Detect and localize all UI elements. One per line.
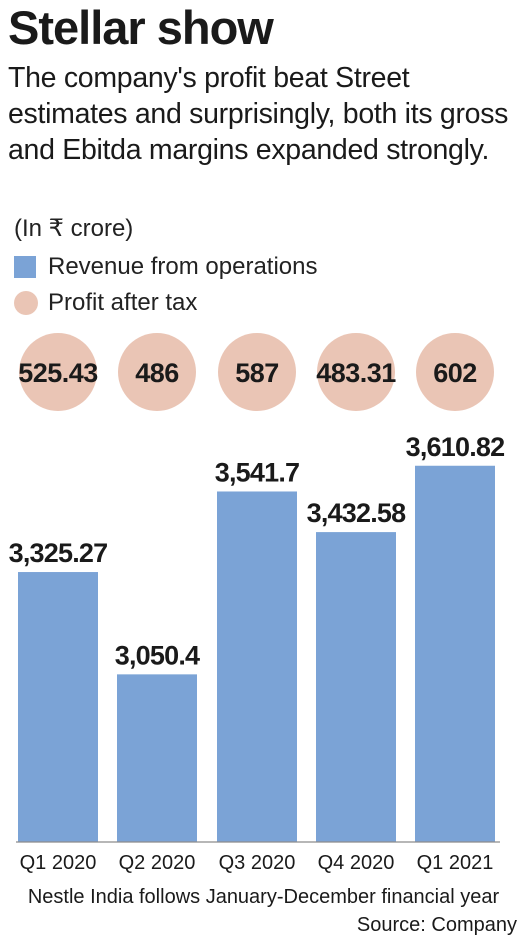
revenue-value-label: 3,432.58 — [307, 498, 406, 528]
profit-value-label: 602 — [433, 358, 477, 388]
revenue-value-label: 3,050.4 — [115, 640, 200, 670]
x-tick-label: Q1 2021 — [417, 852, 494, 874]
profit-bubble — [19, 333, 97, 411]
legend-swatch-bar — [14, 256, 36, 278]
unit-label: (In ₹ crore) — [14, 215, 134, 242]
chart-title: Stellar show — [8, 1, 274, 54]
revenue-bar — [415, 465, 495, 842]
source-note: Source: Company — [356, 914, 517, 936]
revenue-bar — [117, 674, 197, 842]
revenue-value-label: 3,325.27 — [9, 538, 108, 568]
legend-swatch-circle — [14, 291, 38, 315]
profit-bubble — [118, 333, 196, 411]
x-tick-label: Q3 2020 — [219, 852, 296, 874]
profit-value-label: 587 — [235, 358, 279, 388]
legend-label-profit: Profit after tax — [48, 289, 198, 316]
profit-bubble — [218, 333, 296, 411]
revenue-value-label: 3,541.7 — [215, 457, 299, 487]
revenue-bar — [217, 491, 297, 842]
x-tick-label: Q1 2020 — [20, 852, 97, 874]
x-tick-label: Q2 2020 — [119, 852, 196, 874]
profit-value-label: 486 — [135, 358, 179, 388]
legend-item-revenue: Revenue from operations — [14, 252, 317, 282]
profit-value-label: 483.31 — [316, 358, 396, 388]
profit-value-label: 525.43 — [18, 358, 98, 388]
x-tick-label: Q4 2020 — [318, 852, 395, 874]
legend-item-profit: Profit after tax — [14, 288, 197, 318]
profit-bubble — [317, 333, 395, 411]
legend-label-revenue: Revenue from operations — [48, 253, 318, 280]
footnote: Nestle India follows January-December fi… — [27, 886, 500, 908]
revenue-bar — [18, 572, 98, 842]
revenue-bar — [316, 532, 396, 842]
profit-bubble — [416, 333, 494, 411]
revenue-value-label: 3,610.82 — [406, 432, 505, 462]
chart-subtitle: The company's profit beat Street estimat… — [8, 62, 509, 166]
